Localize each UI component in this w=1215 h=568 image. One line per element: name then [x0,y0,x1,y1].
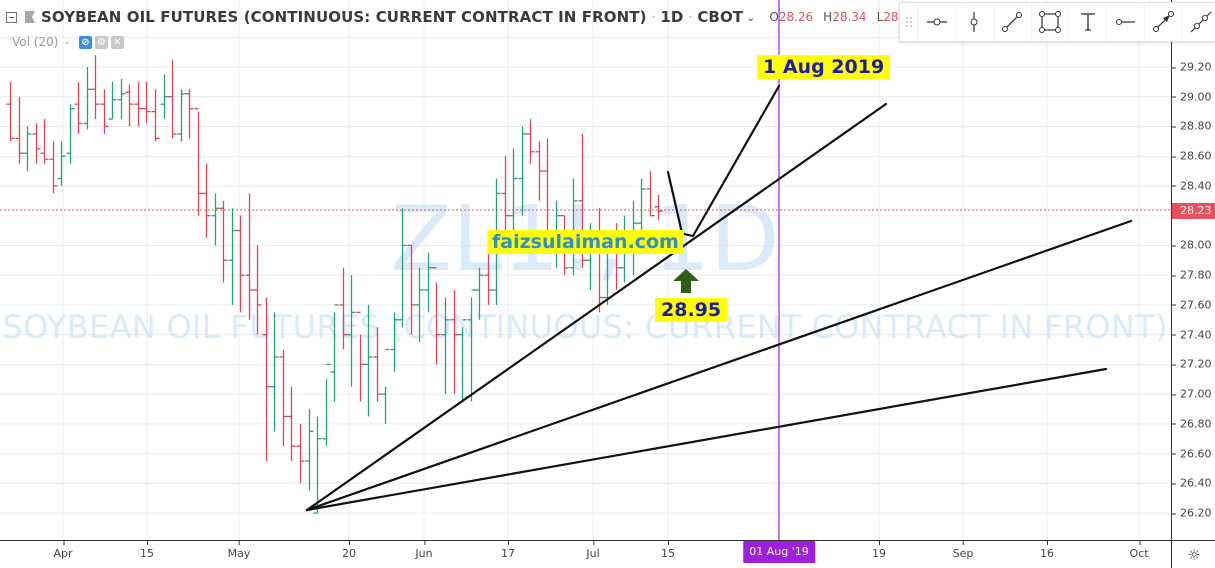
trend-line-icon[interactable] [994,3,1032,41]
time-tick: 19 [872,541,886,560]
drag-handle[interactable] [900,3,919,41]
site-annotation[interactable]: faizsulaiman.com [488,230,683,254]
volume-indicator-legend: Vol (20) ⌄ ⊘ ⚙ ✕ [12,35,127,49]
crosshair-date-label: 01 Aug '19 [743,541,815,563]
vertical-line-icon[interactable] [956,3,994,41]
price-tick: 27.00 [1172,387,1212,401]
time-tick: 20 [342,541,356,560]
drawing-toolbar [899,2,1215,42]
symbol-flag-icon [25,11,35,23]
interval-label[interactable]: 1D [660,8,684,26]
gear-icon[interactable]: ⚙ [94,35,108,49]
time-tick: 15 [140,541,154,560]
price-tick: 27.40 [1172,328,1212,342]
horizontal-ray-icon[interactable] [1107,3,1145,41]
price-tick: 28.40 [1172,179,1212,193]
chart-pane[interactable]: ZL1!, 1D SOYBEAN OIL FUTURES (CONTINUOUS… [0,0,1171,540]
time-tick: Apr [53,541,73,560]
exchange-label: CBOT [697,8,744,26]
price-tick: 26.40 [1172,476,1212,490]
horizontal-line-icon[interactable] [918,3,957,41]
price-tick: 26.80 [1172,417,1212,431]
close-icon[interactable]: ✕ [110,35,124,49]
price-tick: 26.20 [1172,506,1212,520]
collapse-icon[interactable] [6,11,17,23]
price-tick: 29.20 [1172,60,1212,74]
gann-fan[interactable] [305,102,1133,512]
price-tick: 29.00 [1172,90,1212,104]
eye-icon[interactable]: ⊘ [78,35,92,49]
chart-legend: SOYBEAN OIL FUTURES (CONTINUOUS: CURRENT… [6,7,980,27]
price-axis[interactable]: 26.20 26.40 26.60 26.80 27.00 27.20 27.40 27.60… [1171,0,1215,540]
time-axis[interactable]: Oct 16 Sep 19 15 Jul 17 Jun 20 May 15 Apr 01 Aug '1… [0,540,1171,568]
chart-settings-icon[interactable]: ☼ [1171,540,1215,568]
separator-dot: · [651,10,656,24]
price-tick: 28.60 [1172,149,1212,163]
time-tick: 16 [1040,541,1054,560]
time-tick: May [227,541,251,560]
rectangle-icon[interactable] [1032,3,1070,41]
price-tick: 26.60 [1172,447,1212,461]
volume-label[interactable]: Vol (20) [12,35,59,49]
arrow-icon[interactable] [1145,3,1183,41]
watermark: ZL1!, 1D SOYBEAN OIL FUTURES (CONTINUOUS… [3,187,1168,346]
open-value: O28.26 [769,10,814,24]
price-annotation[interactable]: 28.95 [655,298,728,322]
price-tick: 27.20 [1172,357,1212,371]
separator-dot: · [688,10,693,24]
trend-line-down[interactable] [666,170,684,235]
extended-line-icon[interactable] [1182,3,1215,41]
chevron-down-icon[interactable]: ⌄ [746,10,756,24]
time-tick: Oct [1129,541,1149,560]
last-price-label: 28.23 [1172,203,1215,220]
time-tick: 17 [501,541,515,560]
price-tick: 28.80 [1172,119,1212,133]
text-icon[interactable] [1069,3,1107,41]
watermark-description: SOYBEAN OIL FUTURES (CONTINUOUS: CURRENT… [3,308,1168,346]
symbol-title[interactable]: SOYBEAN OIL FUTURES (CONTINUOUS: CURRENT… [41,8,647,26]
high-value: H28.34 [823,10,867,24]
trend-line-up[interactable] [691,84,781,238]
time-tick: 15 [661,541,675,560]
arrow-up-icon [673,269,699,293]
time-tick: Sep [952,541,974,560]
time-tick: Jun [415,541,433,560]
price-tick: 28.00 [1172,238,1212,252]
time-tick: Jul [586,541,600,560]
price-tick: 27.60 [1172,298,1212,312]
trend-line-joint [683,233,694,237]
price-tick: 27.80 [1172,268,1212,282]
chevron-down-icon[interactable]: ⌄ [63,37,71,47]
date-annotation[interactable]: 1 Aug 2019 [757,55,891,79]
